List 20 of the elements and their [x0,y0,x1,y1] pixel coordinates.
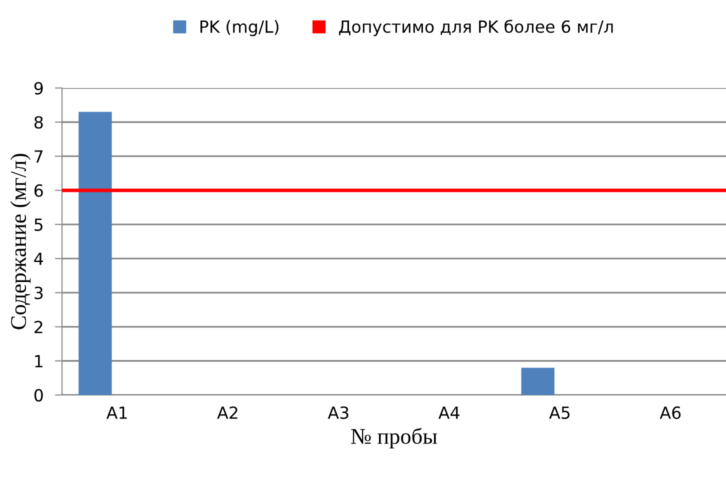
y-tick-label: 7 [34,150,43,163]
x-tick-label: A4 [438,406,460,419]
y-tick-label: 6 [34,184,43,197]
y-tick-label: 0 [34,388,43,402]
y-tick-label: 3 [34,286,43,300]
legend-label: Допустимо для PK более 6 мг/л [339,20,613,36]
y-tick-label: 8 [34,116,43,129]
x-axis-title: № пробы [351,428,438,448]
x-tick-label: A3 [328,406,348,420]
legend-label: PK (mg/L) [200,20,278,36]
y-tick-label: 9 [34,82,43,95]
y-tick-label: 4 [34,252,44,265]
y-axis-title: Содержание (мг/л) [10,154,31,330]
y-tick-label: 2 [34,320,42,334]
x-tick-label: A5 [549,406,570,420]
x-tick-label: A1 [106,406,127,419]
x-tick-label: A6 [660,406,681,420]
y-tick-label: 5 [34,218,42,232]
x-tick-label: A2 [217,406,238,419]
y-tick-label: 1 [35,355,42,368]
